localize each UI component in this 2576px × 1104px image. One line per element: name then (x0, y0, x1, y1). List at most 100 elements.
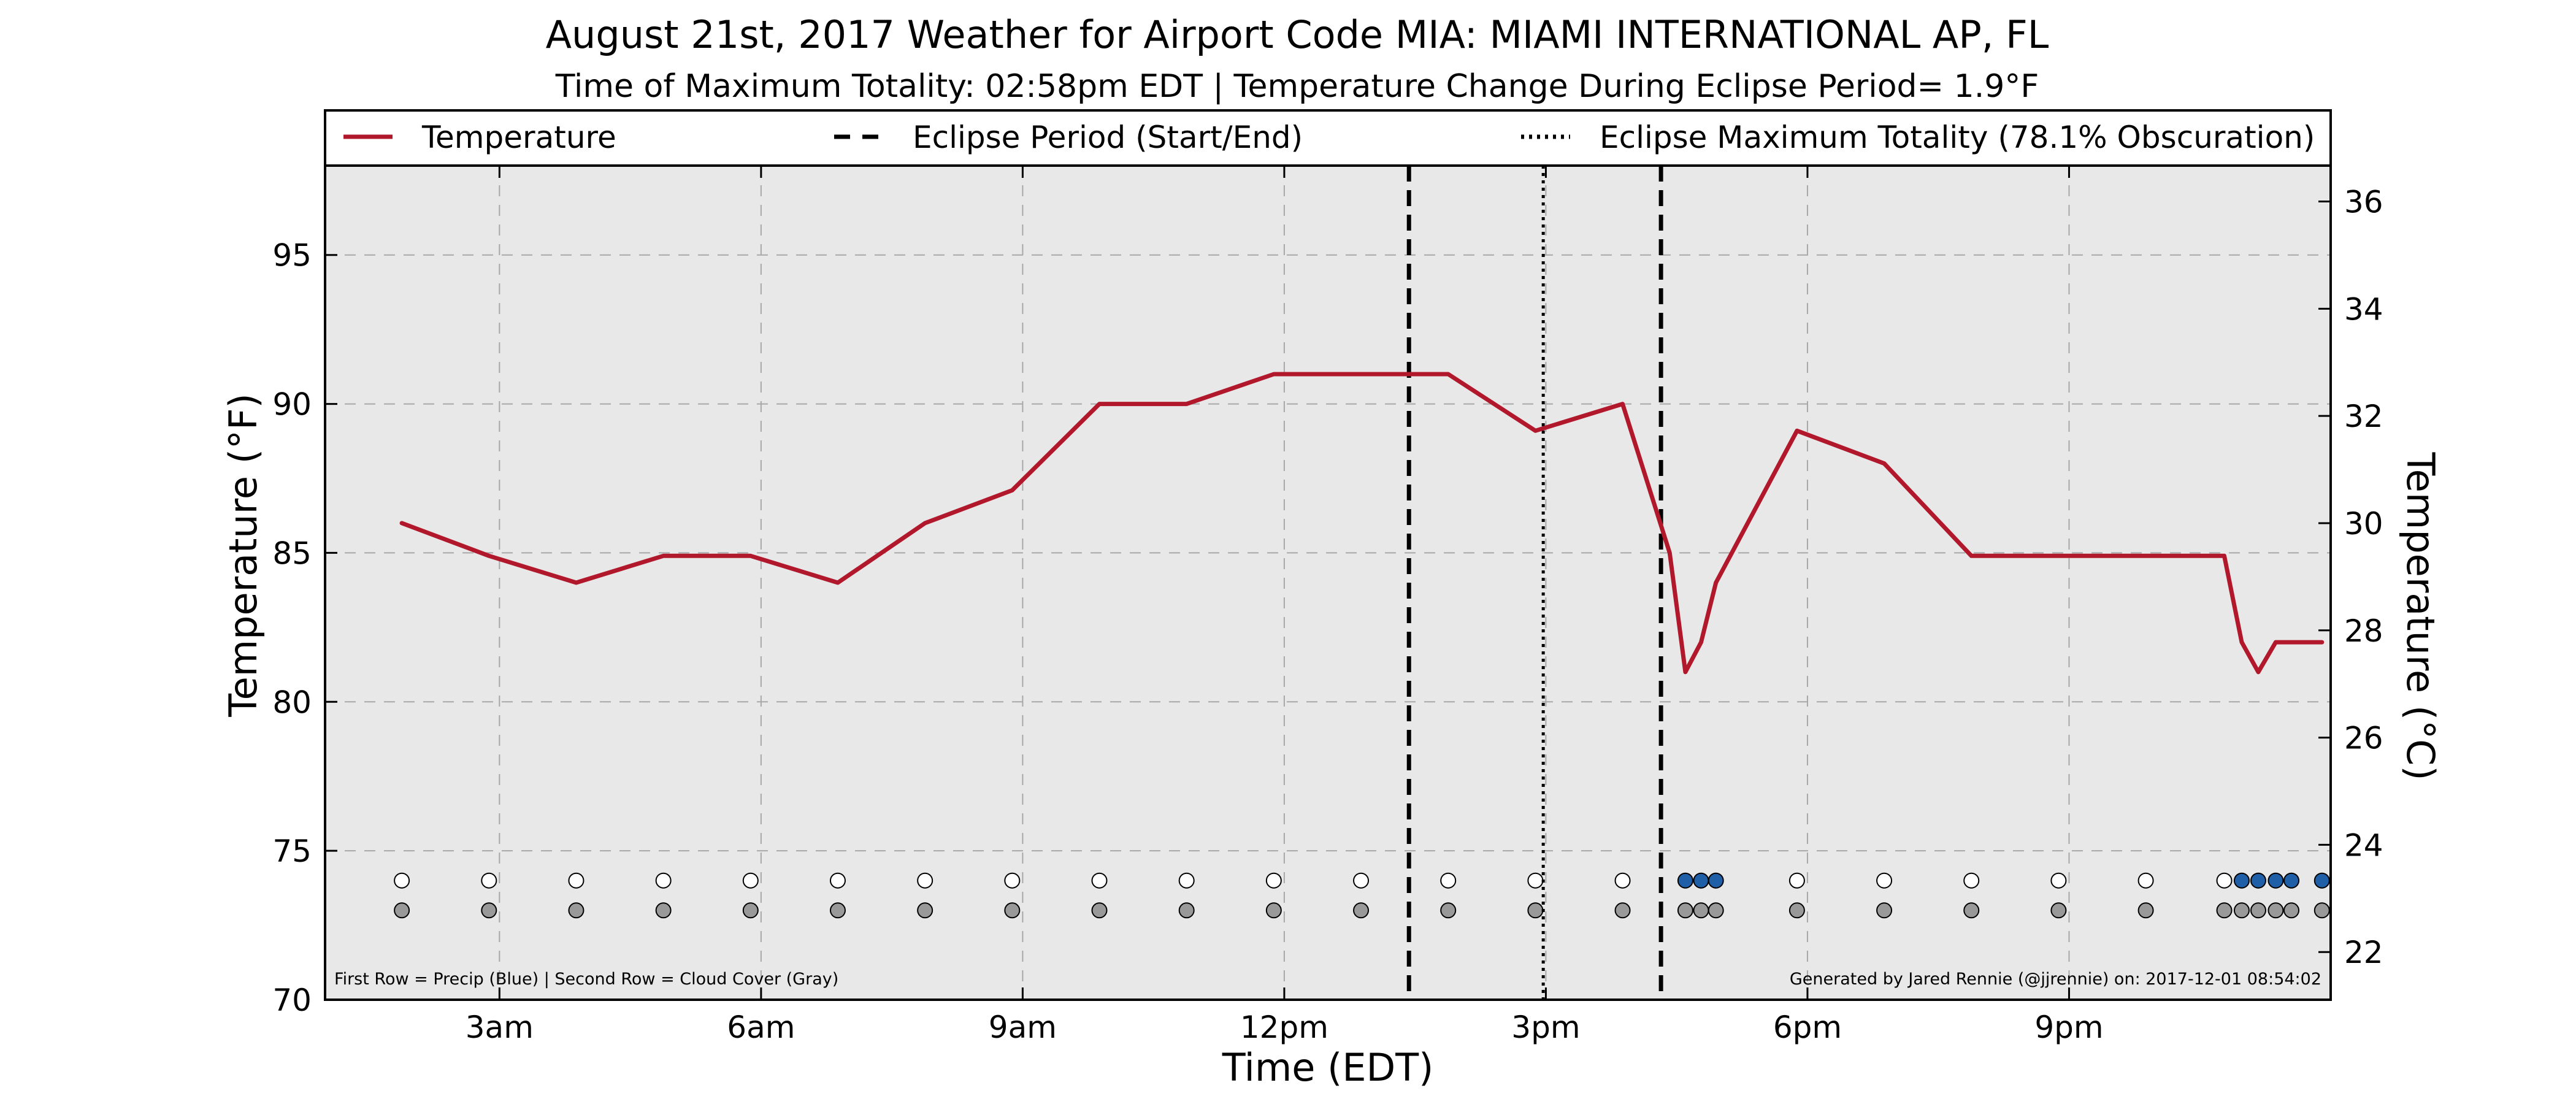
legend-label: Eclipse Period (Start/End) (913, 120, 1303, 155)
precip-marker (2267, 872, 2284, 889)
precip-marker (2216, 872, 2233, 889)
y2-tick-label: 32 (2344, 399, 2383, 434)
plot-area (325, 166, 2331, 1000)
precip-marker (1614, 872, 1631, 889)
x-tick-label: 9pm (2034, 1010, 2103, 1045)
y2-tick-label: 36 (2344, 185, 2383, 220)
y-tick-label: 90 (272, 387, 312, 423)
cloud-cover-marker (1091, 902, 1108, 919)
precip-marker (1004, 872, 1021, 889)
x-tick-label: 12pm (1240, 1010, 1328, 1045)
y2-tick-label: 28 (2344, 613, 2383, 649)
cloud-cover-marker (2137, 902, 2154, 919)
x-tick-label: 6pm (1773, 1010, 1842, 1045)
cloud-cover-marker (2283, 902, 2300, 919)
cloud-cover-marker (1004, 902, 1021, 919)
cloud-cover-marker (2267, 902, 2284, 919)
precip-marker (1091, 872, 1108, 889)
precip-marker (917, 872, 933, 889)
cloud-cover-marker (2050, 902, 2067, 919)
precip-marker (742, 872, 759, 889)
cloud-cover-marker (1265, 902, 1282, 919)
precip-marker (1788, 872, 1805, 889)
cloud-cover-marker (2313, 902, 2330, 919)
precip-marker (1876, 872, 1893, 889)
precip-marker (2313, 872, 2330, 889)
cloud-cover-marker (1788, 902, 1805, 919)
legend-label: Temperature (421, 120, 616, 155)
cloud-cover-marker (2216, 902, 2233, 919)
y2-tick-label: 24 (2344, 827, 2383, 863)
precip-marker (829, 872, 846, 889)
cloud-cover-marker (1353, 902, 1370, 919)
y2-tick-label: 30 (2344, 506, 2383, 542)
precip-marker (2137, 872, 2154, 889)
precip-marker (1708, 872, 1724, 889)
precip-marker (1677, 872, 1693, 889)
cloud-cover-marker (829, 902, 846, 919)
y-tick-label: 95 (272, 238, 312, 274)
precip-marker (1265, 872, 1282, 889)
precip-marker (1178, 872, 1195, 889)
eclipse-lines (1406, 166, 1663, 1000)
x-tick-label: 9am (989, 1010, 1057, 1045)
cloud-cover-marker (1963, 902, 1980, 919)
status-rows (394, 872, 2330, 919)
x-tick-label: 3pm (1511, 1010, 1580, 1045)
cloud-cover-marker (394, 902, 410, 919)
legend-label: Eclipse Maximum Totality (78.1% Obscurat… (1600, 120, 2315, 155)
y-tick-label: 70 (272, 983, 312, 1018)
precip-marker (1963, 872, 1980, 889)
x-tick-label: 3am (466, 1010, 534, 1045)
precip-marker (481, 872, 497, 889)
legend-box (324, 109, 2332, 167)
cloud-cover-marker (1677, 902, 1693, 919)
cloud-cover-marker (1440, 902, 1457, 919)
footnote-right: Generated by Jared Rennie (@jjrennie) on… (1790, 970, 2321, 989)
cloud-cover-marker (568, 902, 585, 919)
y2-tick-label: 22 (2344, 935, 2383, 970)
grid-lines (325, 166, 2331, 1000)
legend: Temperature Eclipse Period (Start/End) Ecl… (324, 109, 2332, 167)
y2-tick-label: 34 (2344, 291, 2383, 327)
cloud-cover-marker (1178, 902, 1195, 919)
footnote-left: First Row = Precip (Blue) | Second Row =… (334, 970, 838, 989)
precip-marker (568, 872, 585, 889)
x-axis: 3am 6am 9am 12pm 3pm 6pm 9pm (466, 166, 2104, 1045)
precip-marker (1527, 872, 1544, 889)
precip-marker (394, 872, 410, 889)
precip-marker (2283, 872, 2300, 889)
y-axis-label: Temperature (°F) (221, 393, 266, 717)
precip-marker (1693, 872, 1709, 889)
chart-subtitle: Time of Maximum Totality: 02:58pm EDT | … (555, 68, 2039, 105)
y-tick-label: 75 (272, 834, 312, 869)
precip-marker (2250, 872, 2266, 889)
cloud-cover-marker (655, 902, 672, 919)
y-tick-label: 85 (272, 535, 312, 571)
chart-title: August 21st, 2017 Weather for Airport Co… (546, 12, 2049, 57)
y2-tick-label: 26 (2344, 721, 2383, 756)
y-axis-left: 70 75 80 85 90 95 (272, 238, 337, 1018)
temperature-line (399, 372, 2325, 675)
precip-marker (2233, 872, 2250, 889)
precip-marker (1353, 872, 1370, 889)
cloud-cover-marker (1708, 902, 1724, 919)
x-axis-label: Time (EDT) (1222, 1045, 1434, 1090)
precip-marker (1440, 872, 1457, 889)
cloud-cover-marker (1876, 902, 1893, 919)
y-tick-label: 80 (272, 684, 312, 720)
cloud-cover-marker (742, 902, 759, 919)
cloud-cover-marker (481, 902, 497, 919)
cloud-cover-marker (2250, 902, 2266, 919)
y-axis-right: 22 24 26 28 30 32 34 36 (2318, 185, 2383, 970)
cloud-cover-marker (1614, 902, 1631, 919)
cloud-cover-marker (1693, 902, 1709, 919)
precip-marker (655, 872, 672, 889)
x-tick-label: 6am (727, 1010, 795, 1045)
cloud-cover-marker (917, 902, 933, 919)
cloud-cover-marker (2233, 902, 2250, 919)
y2-axis-label: Temperature (°C) (2398, 451, 2443, 780)
precip-marker (2050, 872, 2067, 889)
cloud-cover-marker (1527, 902, 1544, 919)
